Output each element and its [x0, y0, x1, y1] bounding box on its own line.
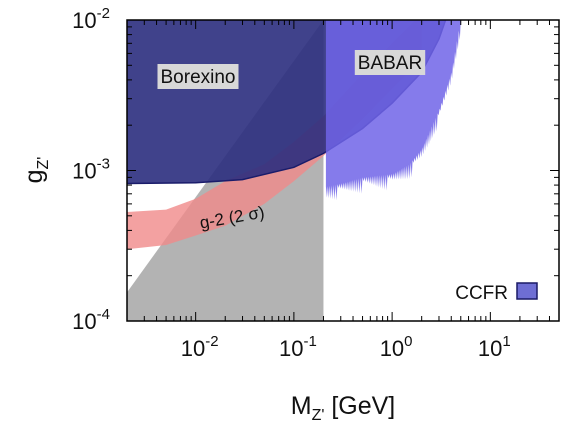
x-tick-label: 10-2: [181, 333, 219, 361]
svg-text:Borexino: Borexino: [161, 67, 236, 88]
axis-labels: 10-2 10-1 100 101 10-4 10-3 10-2 MZ' [GeV] gZ': [20, 5, 511, 424]
y-tick-label: 10-4: [72, 306, 110, 334]
legend-item: CCFR: [455, 282, 538, 304]
x-tick-label: 100: [380, 333, 413, 361]
axis-ticks: [126, 19, 560, 322]
y-tick-label: 10-3: [72, 156, 110, 184]
g2-band: [127, 20, 422, 250]
legend-swatch: [516, 282, 538, 300]
legend: CCFR: [455, 282, 538, 304]
y-tick-label: 10-2: [72, 5, 110, 33]
y-axis-label: gZ': [20, 157, 52, 184]
svg-text:BABAR: BABAR: [358, 53, 422, 74]
legend-label: CCFR: [455, 283, 508, 304]
babar-label: BABAR: [354, 50, 426, 75]
x-tick-label: 10-1: [279, 333, 317, 361]
borexino-label: Borexino: [157, 64, 239, 89]
x-tick-label: 101: [478, 333, 511, 361]
x-axis-label: MZ' [GeV]: [291, 392, 396, 424]
babar-region: [325, 20, 461, 201]
